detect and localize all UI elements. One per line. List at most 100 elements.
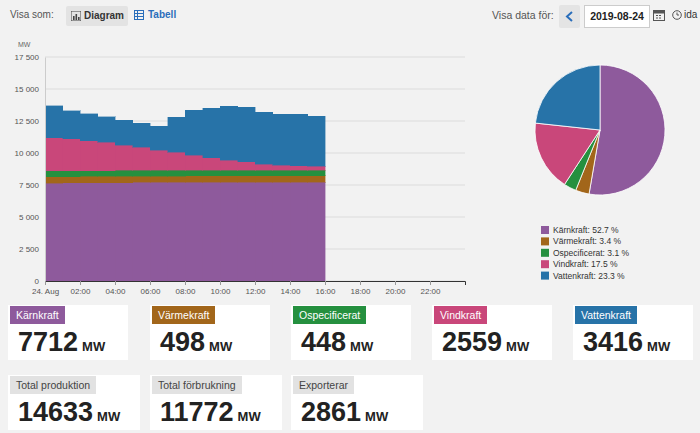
x-tick-label: 08:00 (175, 287, 196, 296)
legend-swatch (541, 226, 549, 234)
bar (203, 182, 221, 281)
calendar-button[interactable] (653, 9, 665, 21)
icon-frame (135, 11, 144, 20)
bar (290, 182, 308, 281)
x-tick-label: 06:00 (140, 287, 161, 296)
y-tick-label: 7 500 (19, 181, 40, 190)
x-axis: 24. Aug 02:00 04:00 06:00 08:00 10:00 12:00 14:… (32, 281, 466, 296)
legend-label: Värmekraft: 3.4 % (553, 236, 621, 246)
stat-value: 14633 (18, 397, 93, 427)
bar (168, 152, 186, 170)
bar (98, 117, 116, 143)
x-tick: 24. Aug (32, 281, 59, 296)
previous-day-button[interactable] (559, 5, 580, 28)
today-button[interactable]: ida (672, 8, 700, 22)
bar (255, 182, 273, 281)
table-button-label[interactable]: Tabell (148, 9, 176, 20)
icon-bar-0 (73, 16, 75, 20)
x-tick: 18:00 (350, 281, 371, 296)
bar (290, 114, 308, 166)
bar (133, 123, 151, 147)
y-tick: 10 000 (15, 149, 45, 158)
bar (273, 182, 291, 281)
bar (45, 183, 63, 281)
bar (308, 176, 326, 182)
bar (80, 183, 98, 281)
bar (150, 182, 168, 281)
bar (115, 183, 133, 281)
icon-frame (654, 11, 665, 21)
stat-card: Total produktion14633MW (8, 375, 140, 430)
y-tick-label: 12 500 (15, 117, 40, 126)
bar (185, 182, 203, 281)
x-tick: 22:00 (420, 281, 441, 296)
bar (63, 177, 81, 183)
x-tick-label: 02:00 (70, 287, 91, 296)
bar (203, 170, 221, 176)
stat-value: 498 (160, 327, 205, 357)
legend-swatch (541, 260, 549, 268)
bar (238, 176, 256, 182)
x-tick: 04:00 (105, 281, 126, 296)
x-tick-label: 14:00 (280, 287, 301, 296)
bar (203, 176, 221, 182)
stat-value: 2861 (301, 397, 361, 427)
bar (255, 170, 273, 176)
bar (98, 142, 116, 170)
table-button[interactable]: Tabell (134, 8, 174, 24)
x-tick-label: 16:00 (315, 287, 336, 296)
date-input[interactable]: 2019-08-24 (584, 5, 650, 28)
bar (45, 177, 63, 183)
bar (150, 150, 168, 170)
bar (220, 176, 238, 182)
icon-top (654, 11, 665, 14)
x-tick: 14:00 (280, 281, 301, 296)
stat-card-title: Värmekraft (152, 306, 215, 324)
stat-card: Exporterar2861MW (291, 375, 423, 430)
chart-svg: MW02 5005 0007 50010 00012 50015 00017 5… (0, 0, 700, 300)
bar (80, 171, 98, 177)
bar (238, 162, 256, 170)
stat-value: 2559 (442, 327, 502, 357)
icon-hands (677, 13, 679, 16)
stat-unit: MW (82, 339, 105, 354)
bar (273, 114, 291, 165)
diagram-button[interactable]: Diagram (66, 6, 128, 26)
icon-face (673, 11, 682, 20)
x-tick-label: 10:00 (210, 287, 231, 296)
x-tick-mark (220, 281, 221, 285)
stat-card: Vattenkraft3416MW (573, 305, 693, 360)
chevron (567, 12, 572, 21)
bar (168, 176, 186, 182)
view-label: Visa som: (10, 9, 54, 20)
icon-bar-2 (78, 17, 80, 20)
date-label: Visa data för: (492, 9, 554, 21)
icon-frame (71, 11, 81, 21)
bar (273, 170, 291, 176)
x-tick: 08:00 (175, 281, 196, 296)
y-tick: 12 500 (15, 117, 45, 126)
today-label[interactable]: ida (684, 9, 697, 20)
bar (255, 164, 273, 170)
x-tick: 06:00 (140, 281, 161, 296)
x-tick-label: 12:00 (245, 287, 266, 296)
bar (63, 171, 81, 177)
bar (308, 116, 326, 166)
grid-line (45, 89, 465, 90)
y-tick-label: 2 500 (19, 245, 40, 254)
stat-card-value: 2559MW (442, 327, 529, 358)
diagram-button-label[interactable]: Diagram (84, 10, 124, 21)
legend-swatch (541, 272, 549, 280)
stat-card-value: 7712MW (18, 327, 105, 358)
x-tick-mark (150, 281, 151, 285)
x-tick-mark (45, 281, 46, 285)
y-axis-line (45, 58, 46, 282)
y-tick: 0 (35, 277, 45, 286)
bar (150, 126, 168, 150)
bar (45, 138, 63, 171)
clock-icon (672, 10, 682, 20)
x-tick-label: 24. Aug (32, 287, 59, 296)
stat-value: 3416 (583, 327, 643, 357)
bar (80, 114, 98, 141)
bar (98, 176, 116, 182)
